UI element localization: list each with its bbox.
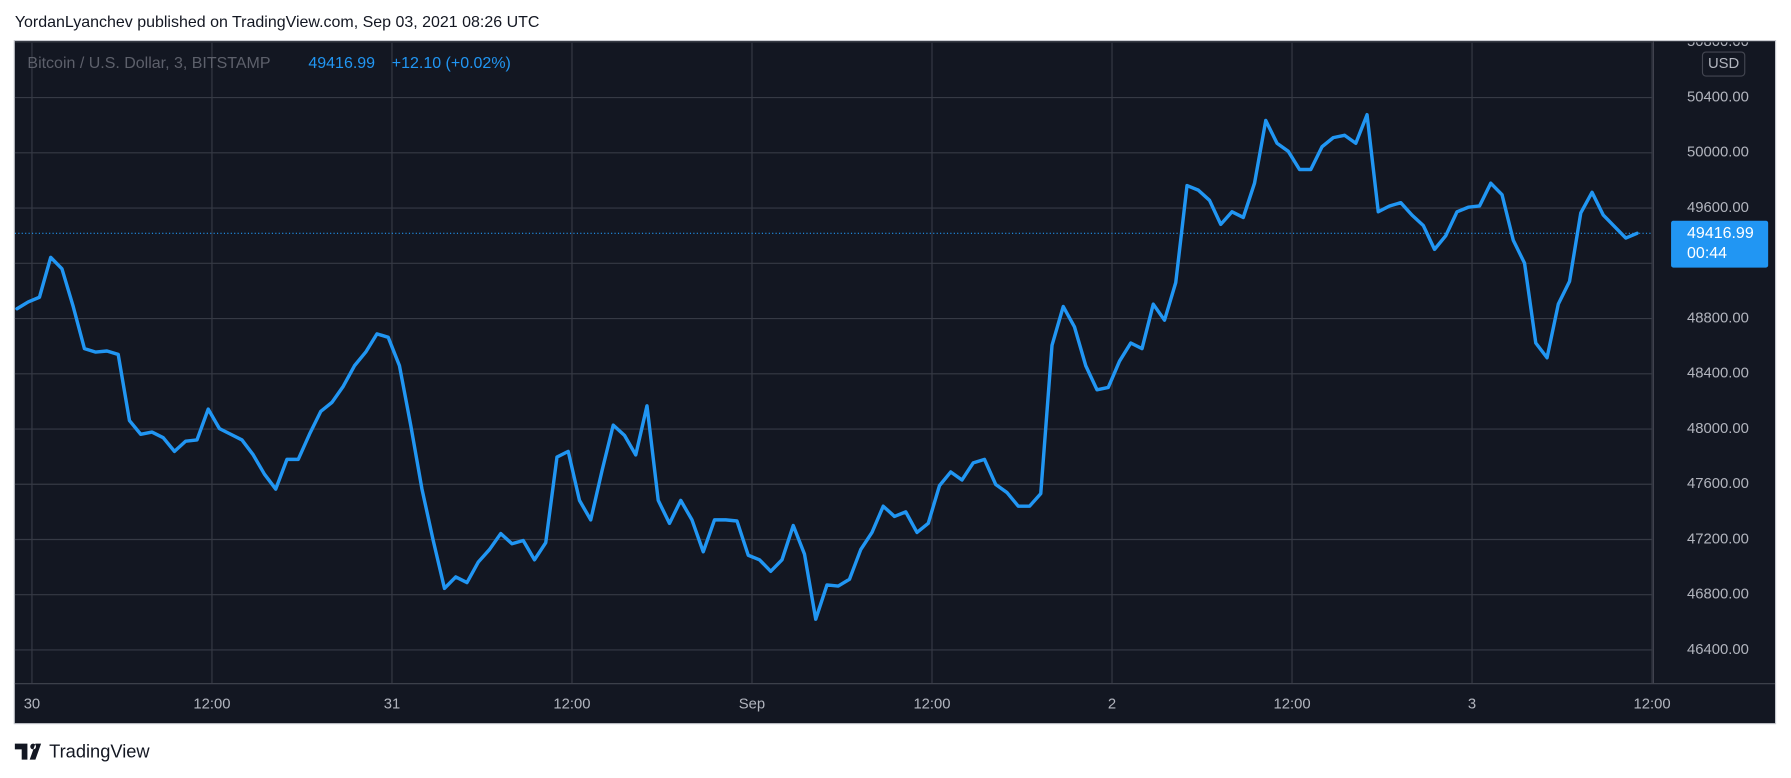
price-tag: 49416.99 00:44 (1671, 220, 1769, 268)
y-tick-label: 48000.00 (1687, 421, 1749, 437)
y-tick-label: 50800.00 (1687, 34, 1749, 50)
price-tag-box (1671, 220, 1769, 268)
currency-box[interactable] (1701, 51, 1746, 77)
x-tick-label: 12:00 (913, 697, 950, 713)
y-tick-label: 50400.00 (1687, 89, 1749, 105)
x-tick-label: 31 (384, 697, 401, 713)
series-layer (14, 112, 1653, 621)
x-tick-label: 12:00 (1633, 697, 1670, 713)
legend-change: +12.10 (+0.02%) (392, 55, 511, 72)
x-tick-label: 3 (1468, 697, 1476, 713)
x-tick-label: 12:00 (553, 697, 590, 713)
symbol-title: Bitcoin / U.S. Dollar, 3, BITSTAMP (27, 55, 270, 72)
grid (14, 42, 1653, 684)
y-tick-label: 48800.00 (1687, 310, 1749, 326)
publisher-note: YordanLyanchev published on TradingView.… (15, 14, 540, 31)
y-tick-label: 49600.00 (1687, 200, 1749, 216)
price-tag-value: 49416.99 (1687, 225, 1754, 242)
footer-brand: TradingView (49, 741, 150, 762)
x-tick-label: 12:00 (193, 697, 230, 713)
y-tick-label: 46800.00 (1687, 587, 1749, 603)
price-tag-countdown: 00:44 (1687, 245, 1727, 262)
x-tick-label: 30 (24, 697, 41, 713)
x-tick-label: 12:00 (1273, 697, 1310, 713)
legend-price: 49416.99 (308, 55, 375, 72)
price-line (15, 112, 1639, 621)
y-tick-label: 48400.00 (1687, 366, 1749, 382)
y-tick-label: 47600.00 (1687, 476, 1749, 492)
y-tick-label: 46400.00 (1687, 642, 1749, 658)
chart-frame (13, 40, 1777, 725)
logo-mark (14, 743, 42, 760)
currency-label[interactable]: USD (1708, 56, 1739, 72)
y-tick-label: 50000.00 (1687, 145, 1749, 161)
y-tick-label: 47200.00 (1687, 531, 1749, 547)
time-axis: 30 12:00 31 12:00 Sep 12:00 2 12:00 3 12:00 (24, 697, 1671, 713)
x-tick-label: 2 (1108, 697, 1116, 713)
footer-logo: TradingView (14, 741, 150, 762)
x-tick-label: Sep (739, 697, 765, 713)
